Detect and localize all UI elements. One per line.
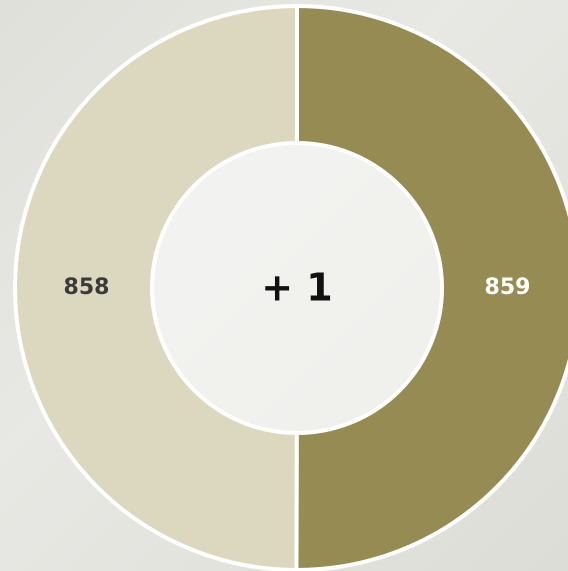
donut-hole [152,143,442,433]
slice-label: 859 [485,275,531,300]
center-label: + 1 [261,266,333,310]
slice-label: 858 [64,275,110,300]
donut-slice [294,3,568,571]
slices [12,3,568,571]
donut-slice [12,3,299,571]
